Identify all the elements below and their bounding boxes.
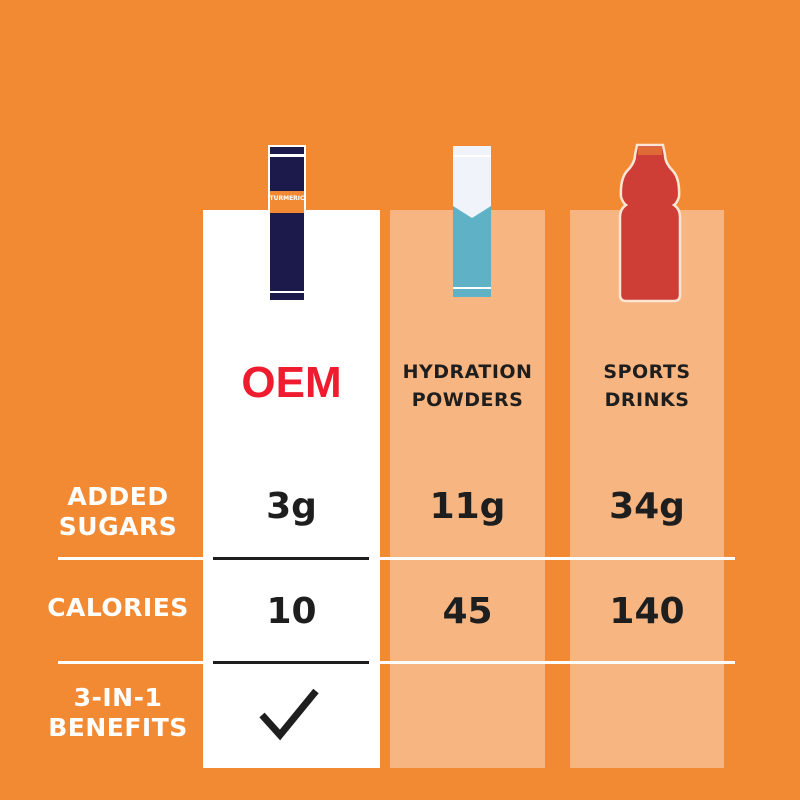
row-label-line1: CALORIES	[47, 593, 189, 622]
sports-title-line2: DRINKS	[604, 389, 690, 411]
powder-stick-pack-icon	[453, 146, 491, 297]
sports-calories: 140	[609, 591, 685, 632]
oem-column	[203, 210, 380, 768]
oem-calories: 10	[266, 591, 317, 632]
row-label-line1: ADDED	[67, 482, 169, 511]
hydration-powders-column	[390, 210, 545, 768]
turmeric-stick-pack-icon: TURMERIC	[268, 145, 306, 300]
row-label-added-sugars: ADDED SUGARS	[38, 482, 198, 542]
row-label-3-in-1-benefits: 3-IN-1 BENEFITS	[38, 683, 198, 743]
row-label-line2: BENEFITS	[48, 713, 188, 742]
row-label-line2: SUGARS	[58, 512, 178, 541]
row-divider-2	[58, 661, 203, 664]
sports-title-line1: SPORTS	[603, 361, 691, 383]
row-divider-1-right	[380, 557, 735, 560]
sports-drinks-title: SPORTS DRINKS	[570, 358, 724, 414]
row-divider-1	[58, 557, 203, 560]
oem-row-divider-2	[213, 661, 369, 664]
checkmark-icon	[258, 683, 320, 741]
sports-added-sugars: 34g	[609, 486, 685, 527]
sports-drinks-column	[570, 210, 724, 768]
hydration-added-sugars: 11g	[429, 486, 506, 527]
row-label-calories: CALORIES	[38, 593, 198, 623]
oem-row-divider-1	[213, 557, 369, 560]
hydration-powders-title: HYDRATION POWDERS	[390, 358, 545, 414]
sports-bottle-icon	[617, 143, 683, 303]
hydration-title-line1: HYDRATION	[402, 361, 533, 383]
hydration-calories: 45	[442, 591, 493, 632]
turmeric-label: TURMERIC	[269, 195, 305, 202]
row-label-line1: 3-IN-1	[73, 683, 163, 712]
oem-column-title: OEM	[241, 358, 342, 407]
hydration-title-line2: POWDERS	[411, 389, 524, 411]
oem-added-sugars: 3g	[266, 486, 317, 527]
row-divider-2-right	[380, 661, 735, 664]
